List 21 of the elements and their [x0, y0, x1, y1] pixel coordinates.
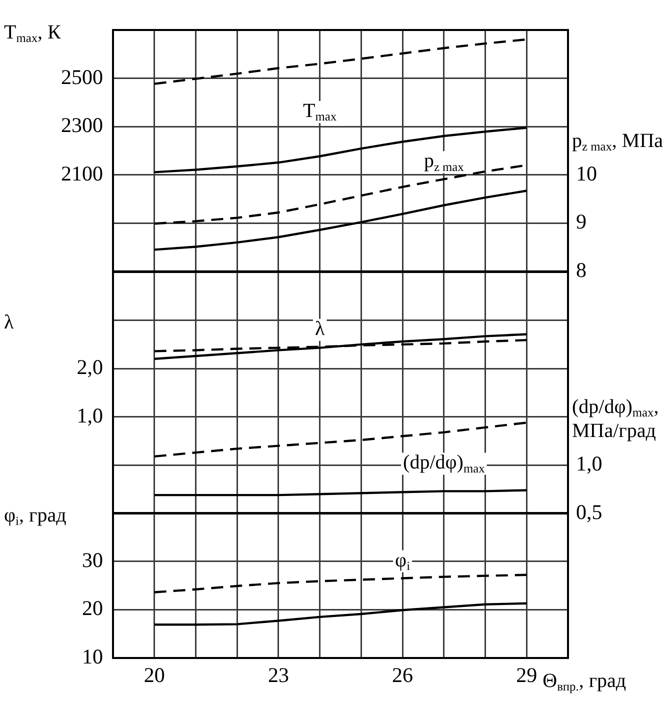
y-axis-title: λ: [4, 312, 14, 334]
x-tick-label: 23: [268, 663, 289, 688]
y-tick-label: 20: [82, 596, 103, 620]
y-tick-label: 2,0: [76, 355, 103, 380]
y-tick-label: 2300: [61, 113, 103, 138]
y2-tick-label: 1,0: [576, 452, 602, 476]
line-series: [153, 574, 528, 594]
x-tick-label: 29: [516, 663, 538, 688]
y-tick-label: 2500: [61, 64, 103, 89]
y2-tick-label: 0,5: [576, 500, 602, 524]
y-tick-label: 30: [82, 548, 103, 572]
x-tick-label: 20: [144, 663, 165, 688]
line-series: [153, 38, 528, 85]
annotation: λ: [314, 318, 325, 340]
y-tick-label: 2100: [61, 161, 103, 186]
y-tick-label: 1,0: [76, 403, 103, 428]
y2-tick-label: 9: [576, 210, 586, 234]
x-tick-label: 26: [392, 663, 414, 688]
y2-tick-label: 10: [576, 161, 597, 186]
y-tick-label: 10: [82, 644, 103, 669]
y2-tick-label: 8: [576, 258, 586, 282]
